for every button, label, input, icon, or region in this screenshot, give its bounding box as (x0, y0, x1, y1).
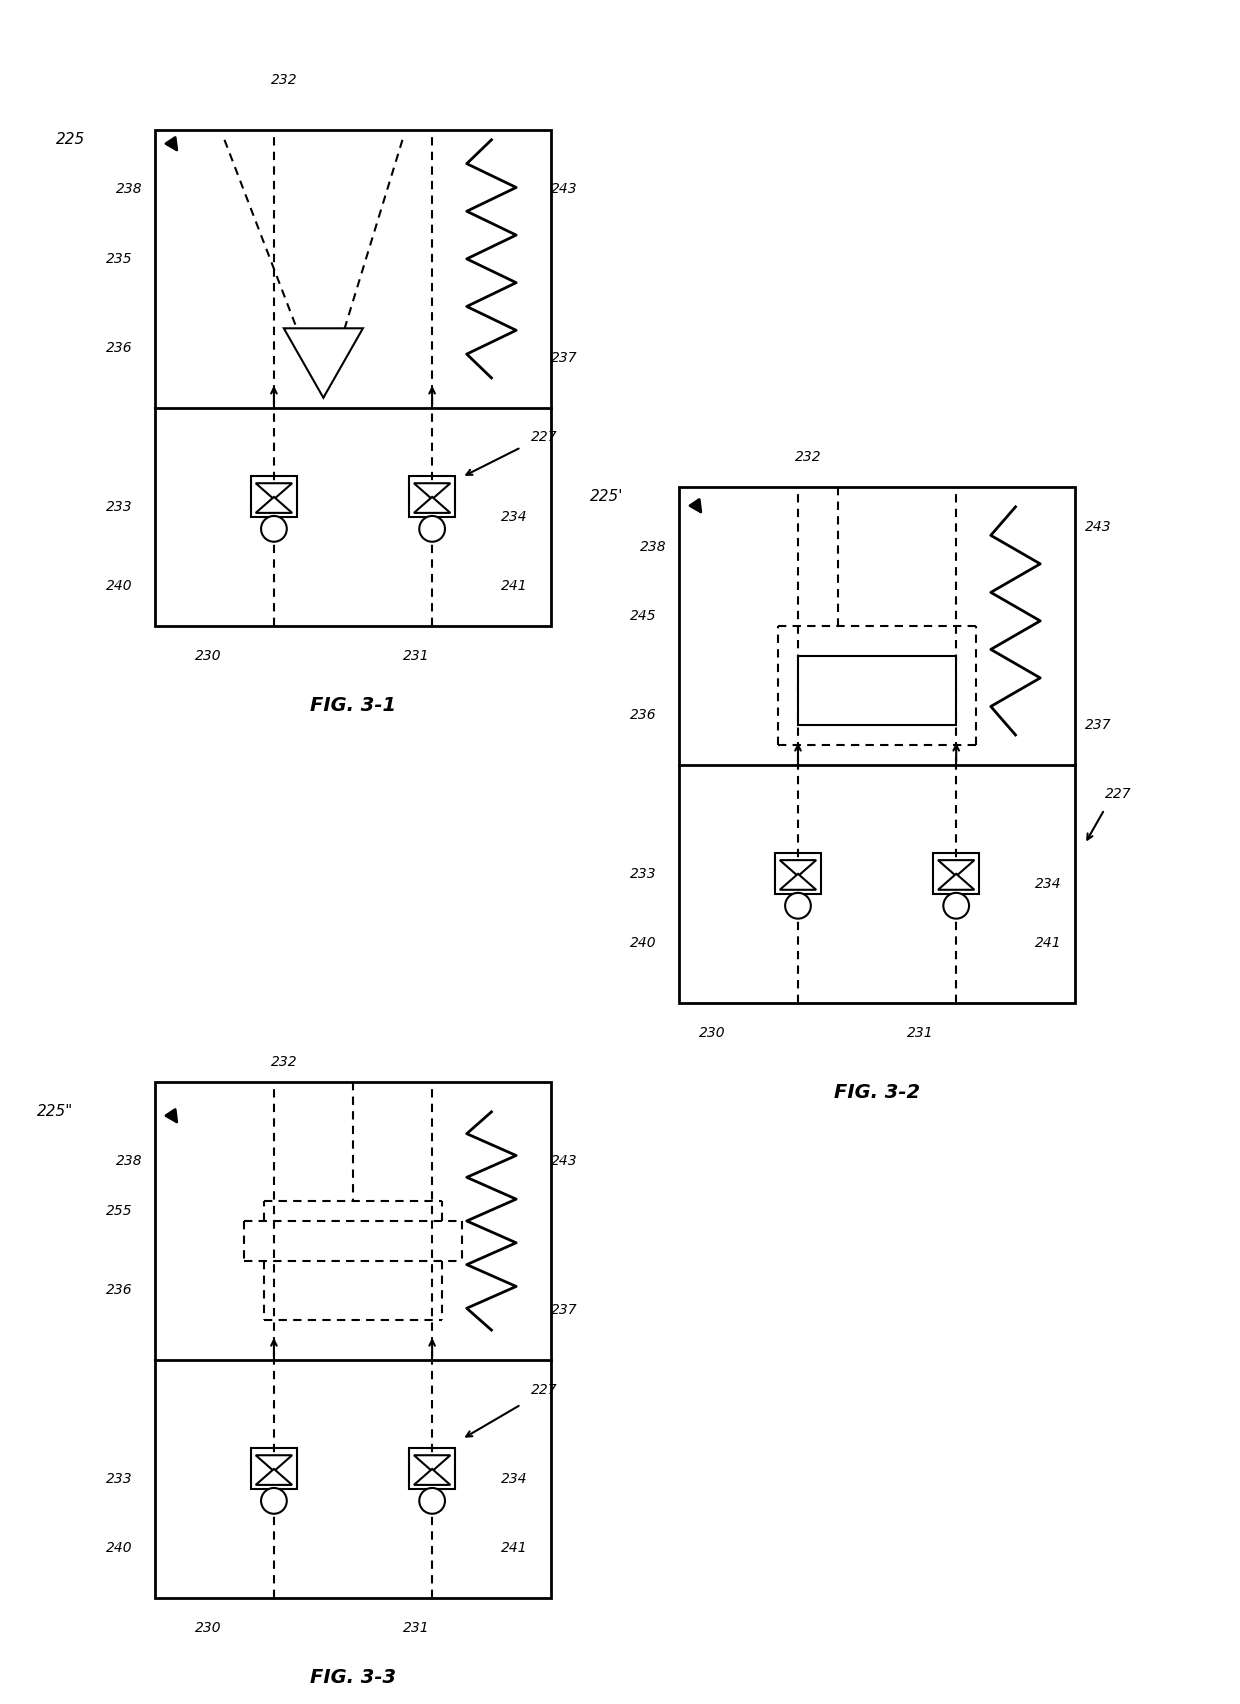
Bar (799, 656, 956, 724)
Polygon shape (414, 498, 450, 513)
Text: 243: 243 (551, 1154, 578, 1169)
Bar (409, 1448, 455, 1489)
Bar (680, 487, 1075, 1002)
Polygon shape (284, 329, 363, 397)
Text: 233: 233 (105, 1472, 133, 1486)
Text: 232: 232 (270, 1055, 298, 1070)
Text: 236: 236 (105, 341, 133, 354)
Polygon shape (255, 1469, 293, 1484)
Circle shape (785, 893, 811, 918)
Polygon shape (780, 861, 816, 876)
Polygon shape (414, 1469, 450, 1484)
Text: 230: 230 (195, 649, 222, 663)
Text: 225': 225' (590, 489, 624, 504)
Text: 230: 230 (699, 1026, 725, 1039)
Polygon shape (255, 1455, 293, 1471)
Polygon shape (780, 874, 816, 889)
Text: 238: 238 (115, 1154, 143, 1169)
Text: 243: 243 (1085, 520, 1111, 533)
Circle shape (262, 1488, 286, 1513)
Text: 238: 238 (115, 182, 143, 196)
Text: 232: 232 (270, 73, 298, 87)
Polygon shape (414, 484, 450, 499)
Polygon shape (937, 874, 975, 889)
Text: 233: 233 (105, 499, 133, 515)
Text: 231: 231 (403, 649, 429, 663)
Text: 240: 240 (105, 1542, 133, 1556)
Text: 245: 245 (630, 608, 656, 624)
Circle shape (944, 893, 968, 918)
Text: FIG. 3-1: FIG. 3-1 (310, 695, 396, 714)
Text: 237: 237 (551, 351, 578, 365)
Text: 255: 255 (105, 1205, 133, 1218)
Text: 240: 240 (630, 935, 656, 951)
Text: 231: 231 (906, 1026, 934, 1039)
Text: 243: 243 (551, 182, 578, 196)
Text: 236: 236 (630, 709, 656, 722)
Text: 227: 227 (531, 431, 558, 445)
Bar (252, 477, 296, 518)
Text: 231: 231 (403, 1621, 429, 1634)
Text: 234: 234 (501, 1472, 528, 1486)
Text: 232: 232 (795, 450, 821, 463)
Circle shape (419, 516, 445, 542)
Text: 230: 230 (195, 1621, 222, 1634)
Text: 234: 234 (1035, 878, 1061, 891)
Text: 233: 233 (630, 867, 656, 881)
Bar (934, 854, 978, 895)
Text: 241: 241 (501, 579, 528, 593)
Bar (155, 1082, 551, 1598)
Bar (409, 477, 455, 518)
Circle shape (419, 1488, 445, 1513)
Text: FIG. 3-3: FIG. 3-3 (310, 1668, 396, 1687)
Bar (252, 1448, 296, 1489)
Text: 241: 241 (1035, 935, 1061, 951)
Text: 237: 237 (1085, 717, 1111, 733)
Text: 236: 236 (105, 1283, 133, 1297)
Text: 241: 241 (501, 1542, 528, 1556)
Text: 240: 240 (105, 579, 133, 593)
Polygon shape (937, 861, 975, 876)
Bar (155, 130, 551, 625)
Polygon shape (255, 498, 293, 513)
Text: 238: 238 (640, 540, 666, 554)
Text: 234: 234 (501, 509, 528, 523)
Polygon shape (255, 484, 293, 499)
Bar (775, 854, 821, 895)
Circle shape (262, 516, 286, 542)
Text: 235: 235 (105, 252, 133, 266)
Text: 227: 227 (1105, 787, 1131, 801)
Text: FIG. 3-2: FIG. 3-2 (835, 1082, 920, 1101)
Text: 225: 225 (56, 133, 86, 147)
Text: 227: 227 (531, 1382, 558, 1397)
Text: 237: 237 (551, 1304, 578, 1317)
Text: 225": 225" (37, 1104, 73, 1120)
Polygon shape (414, 1455, 450, 1471)
